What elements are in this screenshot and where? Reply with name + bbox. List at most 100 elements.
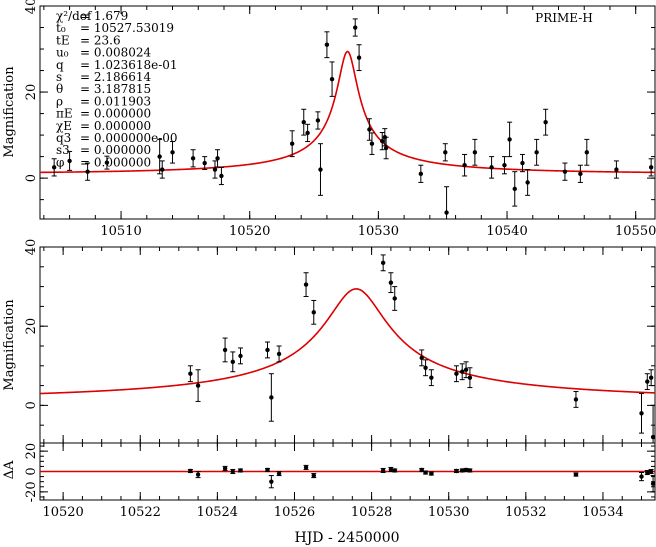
marker bbox=[315, 118, 321, 123]
marker bbox=[215, 156, 220, 161]
data-point bbox=[187, 468, 193, 474]
data-point bbox=[369, 132, 375, 155]
data-point bbox=[525, 169, 531, 196]
marker bbox=[502, 163, 507, 168]
data-point bbox=[222, 337, 228, 363]
fit-parameters: χ²/dof= 1.679 t₀ = 10527.53019 tE = 23.6 u₀ = … bbox=[56, 9, 178, 169]
data-point bbox=[329, 61, 335, 97]
y-tick-label: 20 bbox=[24, 318, 39, 335]
data-series bbox=[187, 464, 655, 493]
marker bbox=[104, 160, 110, 165]
marker bbox=[454, 371, 459, 376]
data-point bbox=[238, 347, 244, 365]
data-point bbox=[639, 393, 645, 434]
param-name: t₀ bbox=[56, 21, 66, 35]
marker bbox=[573, 472, 579, 477]
data-point bbox=[573, 472, 579, 477]
marker bbox=[429, 471, 434, 476]
marker bbox=[463, 367, 469, 372]
data-point bbox=[459, 363, 465, 381]
x-axis-label: HJD - 2450000 bbox=[294, 530, 399, 546]
param-value: = 10527.53019 bbox=[80, 21, 174, 35]
marker bbox=[238, 468, 243, 473]
marker bbox=[67, 158, 72, 164]
marker bbox=[578, 171, 583, 177]
param-value: = 23.6 bbox=[80, 33, 121, 47]
data-point bbox=[215, 149, 221, 168]
data-point bbox=[392, 468, 398, 473]
marker bbox=[230, 359, 235, 365]
data-point bbox=[423, 359, 429, 377]
param-name: πE bbox=[56, 107, 73, 121]
x-tick-label: 10510 bbox=[100, 224, 141, 239]
marker bbox=[238, 353, 243, 359]
param-value: = 1.679 bbox=[80, 9, 128, 23]
model-curve bbox=[40, 288, 655, 395]
marker bbox=[380, 468, 386, 473]
marker bbox=[507, 137, 512, 142]
marker bbox=[157, 154, 162, 159]
data-point bbox=[67, 150, 73, 171]
model-curve bbox=[40, 50, 655, 174]
marker bbox=[188, 468, 193, 474]
data-point bbox=[467, 367, 473, 389]
marker bbox=[188, 371, 193, 376]
data-point bbox=[380, 254, 386, 272]
marker bbox=[472, 150, 478, 155]
data-point bbox=[104, 155, 110, 170]
y-axis-label-top: Magnification bbox=[2, 66, 17, 158]
marker bbox=[520, 160, 525, 166]
param-name: θ bbox=[56, 82, 63, 96]
marker bbox=[462, 163, 467, 168]
marker bbox=[85, 169, 90, 174]
x-tick-label: 10528 bbox=[351, 505, 392, 520]
data-point bbox=[418, 164, 424, 183]
data-point bbox=[268, 373, 274, 422]
data-point bbox=[650, 475, 655, 493]
data-point bbox=[534, 138, 540, 166]
marker bbox=[303, 282, 309, 287]
marker bbox=[380, 260, 386, 266]
data-point bbox=[613, 160, 619, 179]
param-name: q bbox=[56, 58, 64, 72]
x-tick-label: 10520 bbox=[229, 224, 270, 239]
data-point bbox=[315, 111, 321, 130]
marker bbox=[467, 468, 473, 473]
data-point bbox=[419, 467, 425, 473]
marker bbox=[311, 473, 316, 478]
data-point bbox=[453, 468, 459, 474]
data-point bbox=[187, 365, 193, 383]
marker bbox=[489, 165, 494, 170]
marker bbox=[367, 127, 372, 132]
data-point bbox=[577, 164, 583, 183]
marker bbox=[170, 150, 175, 155]
data-point bbox=[507, 121, 513, 158]
data-point bbox=[317, 143, 323, 196]
marker bbox=[645, 470, 650, 475]
y-tick-label: 20 bbox=[24, 443, 39, 460]
marker bbox=[276, 351, 282, 357]
data-point bbox=[311, 473, 317, 479]
x-tick-label: 10532 bbox=[505, 505, 546, 520]
plot-frame bbox=[39, 246, 656, 444]
marker bbox=[265, 467, 270, 473]
param-name: q3 bbox=[56, 131, 71, 145]
marker bbox=[301, 119, 306, 125]
data-point bbox=[218, 166, 224, 186]
data-point bbox=[303, 464, 309, 470]
data-point bbox=[423, 470, 429, 475]
marker bbox=[222, 347, 228, 353]
marker bbox=[230, 469, 235, 474]
marker bbox=[562, 169, 568, 174]
marker bbox=[289, 141, 295, 146]
marker bbox=[460, 369, 465, 374]
plot-frame bbox=[39, 5, 656, 220]
data-point bbox=[462, 153, 468, 177]
param-value: = 1.023618e-01 bbox=[80, 58, 178, 72]
x-tick-label: 10530 bbox=[428, 505, 469, 520]
marker bbox=[195, 472, 201, 477]
data-point bbox=[268, 475, 274, 489]
x-tick-label: 10520 bbox=[42, 505, 83, 520]
marker bbox=[305, 130, 310, 136]
param-value: = 3.187815 bbox=[80, 82, 151, 96]
